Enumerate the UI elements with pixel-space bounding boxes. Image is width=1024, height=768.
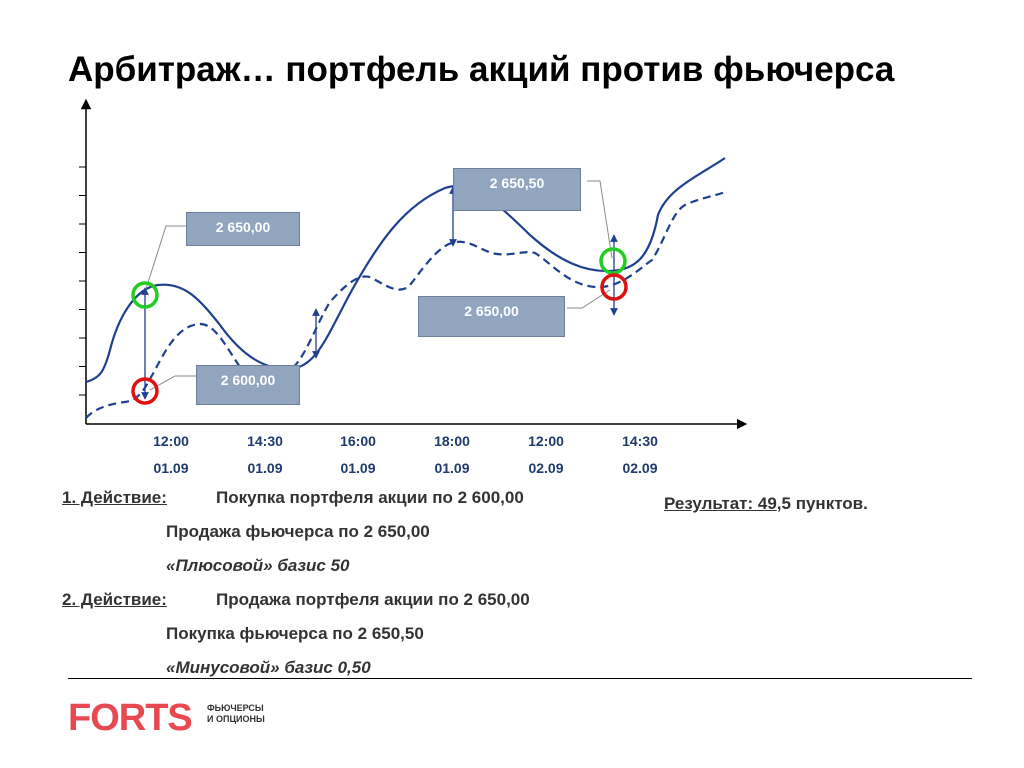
callout-spot-entry-price: 2 650,00 — [186, 212, 300, 246]
entry-marker-green — [131, 281, 159, 309]
leader-line — [149, 375, 196, 391]
entry-marker-red — [131, 377, 159, 405]
callout-peak-price: 2 650,50 — [453, 168, 581, 211]
x-tick-time: 18:00 — [434, 433, 470, 449]
divider — [68, 678, 972, 679]
leader-line — [587, 180, 613, 259]
result-text: Результат: 49,5 пунктов. — [664, 494, 868, 514]
leader-line — [567, 289, 611, 309]
x-tick-time: 16:00 — [340, 433, 376, 449]
x-tick-time: 12:00 — [153, 433, 189, 449]
series-futures-dashed — [85, 190, 726, 419]
action1-line1: Покупка портфеля акции по 2 600,00 — [216, 488, 524, 507]
x-tick-labels: 12:00 01.09 14:30 01.09 16:00 01.09 18:0… — [153, 433, 658, 476]
x-tick-time: 14:30 — [622, 433, 658, 449]
callout-futures-entry-price: 2 600,00 — [196, 365, 300, 405]
action2-line3: «Минусовой» базис 0,50 — [166, 658, 371, 677]
action1-line3: «Плюсовой» базис 50 — [166, 556, 350, 575]
x-tick-date: 02.09 — [528, 460, 563, 476]
result-suffix: ,5 пунктов. — [776, 494, 868, 513]
x-tick-date: 01.09 — [340, 460, 375, 476]
forts-logo: FORTS ФЬЮЧЕРСЫ И ОПЦИОНЫ — [68, 697, 265, 737]
y-axis-ticks — [79, 166, 86, 396]
logo-tagline-1: ФЬЮЧЕРСЫ — [207, 703, 264, 713]
x-tick-time: 12:00 — [528, 433, 564, 449]
x-tick-date: 01.09 — [247, 460, 282, 476]
action1-label: 1. Действие: — [62, 488, 167, 507]
exit-marker-green — [599, 247, 627, 275]
logo-tagline-2: И ОПЦИОНЫ — [207, 714, 265, 724]
leader-line — [144, 225, 186, 293]
action2-line1: Продажа портфеля акции по 2 650,00 — [216, 590, 530, 609]
logo-brand: FORTS — [68, 697, 192, 737]
x-tick-date: 01.09 — [153, 460, 188, 476]
exit-marker-red — [600, 273, 628, 301]
action2-line2: Покупка фьючерса по 2 650,50 — [166, 624, 424, 643]
x-tick-date: 01.09 — [434, 460, 469, 476]
callout-exit-price: 2 650,00 — [418, 296, 565, 337]
result-label: Результат: 49 — [664, 494, 777, 513]
page-title: Арбитраж… портфель акций против фьючерса — [68, 50, 895, 89]
action1-line2: Продажа фьючерса по 2 650,00 — [166, 522, 430, 541]
x-tick-time: 14:30 — [247, 433, 283, 449]
series-portfolio-solid — [85, 157, 726, 384]
action2-label: 2. Действие: — [62, 590, 167, 609]
x-tick-date: 02.09 — [622, 460, 657, 476]
